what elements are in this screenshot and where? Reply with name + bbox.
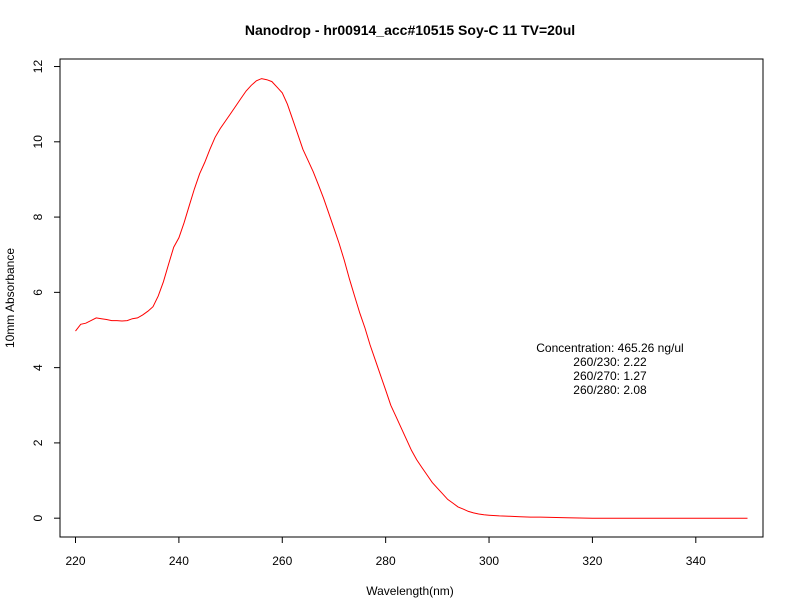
- x-axis: 220 240 260 280 300 320 340: [65, 537, 706, 568]
- chart-title: Nanodrop - hr00914_acc#10515 Soy-C 11 TV…: [245, 22, 575, 38]
- y-tick-label: 12: [31, 60, 45, 74]
- x-tick-label: 220: [65, 554, 85, 568]
- y-tick-label: 8: [31, 213, 45, 220]
- x-axis-label: Wavelength(nm): [366, 584, 454, 598]
- x-tick-label: 280: [376, 554, 396, 568]
- y-tick-label: 6: [31, 289, 45, 296]
- y-tick-label: 0: [31, 515, 45, 522]
- plot-frame: [59, 58, 764, 538]
- y-axis: 0 2 4 6 8 10 12: [31, 60, 60, 522]
- annotation-concentration: Concentration: 465.26 ng/ul: [536, 341, 683, 355]
- annotation-ratio-260-230: 260/230: 2.22: [573, 355, 647, 369]
- x-tick-label: 260: [272, 554, 292, 568]
- y-tick-label: 2: [31, 439, 45, 446]
- x-tick-label: 300: [479, 554, 499, 568]
- plot-lines: [75, 78, 748, 519]
- y-axis-label: 10mm Absorbance: [3, 248, 17, 348]
- x-tick-label: 240: [169, 554, 189, 568]
- annotation-ratio-260-280: 260/280: 2.08: [573, 383, 647, 397]
- y-tick-label: 10: [31, 135, 45, 149]
- annotation-ratio-260-270: 260/270: 1.27: [573, 369, 647, 383]
- x-tick-label: 340: [686, 554, 706, 568]
- annotation-block: Concentration: 465.26 ng/ul 260/230: 2.2…: [536, 341, 683, 397]
- x-tick-label: 320: [582, 554, 602, 568]
- absorbance-series-line: [75, 78, 748, 519]
- y-tick-label: 4: [31, 364, 45, 371]
